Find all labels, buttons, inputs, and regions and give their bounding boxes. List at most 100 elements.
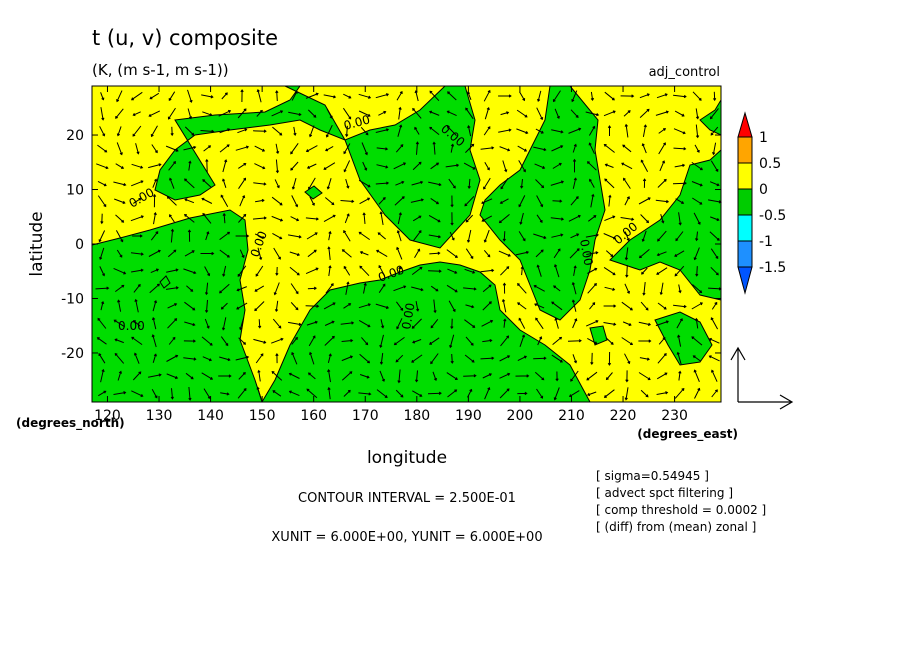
wind-vector — [465, 143, 475, 153]
wind-vector — [358, 179, 371, 188]
colorbar-label: 0.5 — [759, 156, 781, 172]
wind-vector — [291, 195, 299, 208]
wind-vector — [323, 94, 337, 99]
wind-vector — [412, 390, 423, 397]
wind-vector — [659, 282, 664, 296]
wind-vector — [710, 317, 719, 330]
wind-vector — [323, 162, 336, 170]
wind-vector — [412, 230, 422, 242]
wind-vector — [429, 337, 440, 345]
wind-vector — [603, 389, 615, 398]
wind-vector — [603, 143, 615, 153]
wind-vector — [572, 143, 577, 153]
wind-vector — [396, 230, 402, 242]
wind-vector — [97, 144, 108, 153]
wind-vector — [694, 317, 699, 329]
y-tick-label: -20 — [61, 346, 84, 362]
wind-vector — [695, 124, 700, 139]
wind-vector — [205, 231, 210, 241]
x-tick-label: 200 — [507, 408, 534, 424]
wind-vector — [481, 215, 493, 222]
wind-vector — [500, 111, 510, 116]
wind-vector — [518, 160, 526, 173]
wind-vector — [639, 108, 650, 118]
wind-vector — [428, 110, 440, 116]
wind-vector — [572, 158, 577, 173]
wind-vector — [481, 198, 493, 205]
wind-vector — [275, 266, 279, 276]
wind-vector — [324, 197, 335, 206]
wind-vector — [288, 321, 302, 326]
region-west-low — [91, 209, 263, 403]
wind-vector — [327, 246, 331, 260]
contour-label: 0.00 — [577, 238, 595, 267]
wind-vector — [306, 163, 317, 169]
wind-vector — [170, 388, 174, 400]
wind-vector — [200, 251, 215, 256]
x-tick-label: 120 — [94, 408, 121, 424]
wind-vector — [184, 321, 196, 327]
wind-vector — [448, 178, 456, 189]
wind-vector — [554, 264, 560, 278]
wind-vector — [236, 286, 247, 292]
wind-vector — [326, 108, 333, 119]
wind-vector — [254, 285, 265, 292]
wind-vector — [658, 337, 666, 345]
wind-vector — [188, 160, 192, 171]
wind-vector — [218, 109, 232, 117]
wind-vector — [640, 301, 649, 311]
wind-vector — [345, 281, 350, 295]
wind-vector — [483, 89, 491, 102]
wind-vector — [325, 283, 334, 294]
wind-vector — [132, 111, 141, 117]
wind-vector — [256, 88, 262, 103]
wind-vector — [377, 232, 387, 240]
wind-vector — [95, 286, 110, 290]
wind-vector — [188, 386, 192, 401]
wind-vector — [202, 212, 212, 224]
wind-vector — [642, 178, 647, 188]
wind-vector — [150, 268, 160, 274]
wind-vector — [657, 302, 667, 310]
y-units-label: (degrees_north) — [16, 416, 125, 431]
wind-vector — [378, 110, 387, 116]
wind-vector — [639, 357, 650, 361]
wind-vector — [693, 369, 700, 382]
wind-vector — [343, 230, 351, 242]
wind-vector — [672, 181, 687, 185]
wind-vector — [222, 212, 226, 224]
contour-label: 0.00 — [399, 302, 417, 331]
wind-vector — [394, 196, 405, 206]
wind-vector — [501, 298, 507, 313]
wind-vector — [100, 92, 105, 101]
wind-vector — [674, 250, 685, 257]
wind-vector — [692, 197, 703, 205]
wind-vector — [587, 337, 598, 345]
wind-vector — [518, 231, 526, 242]
wind-vector — [253, 129, 267, 133]
wind-vector — [656, 372, 668, 380]
wind-vector — [187, 229, 192, 242]
wind-vector — [624, 387, 629, 401]
wind-vector — [640, 389, 649, 398]
wind-vector — [358, 110, 371, 117]
wind-vector — [498, 250, 511, 257]
wind-vector — [535, 317, 544, 330]
wind-vector — [535, 249, 544, 258]
wind-vector — [657, 353, 667, 364]
wind-vector — [133, 283, 141, 293]
wind-vector — [340, 199, 355, 204]
wind-vector — [343, 389, 351, 397]
colorbar-swatch — [737, 240, 753, 268]
wind-vector — [396, 90, 403, 101]
wind-vector — [219, 356, 231, 362]
wind-vector — [153, 212, 157, 225]
x-tick-label: 180 — [403, 408, 430, 424]
wind-vector — [274, 300, 279, 313]
wind-vector — [205, 158, 209, 173]
wind-vector — [411, 286, 424, 292]
wind-vector — [536, 195, 544, 208]
wind-vector — [709, 231, 720, 241]
wind-vector — [167, 303, 178, 309]
wind-vector — [342, 107, 352, 120]
